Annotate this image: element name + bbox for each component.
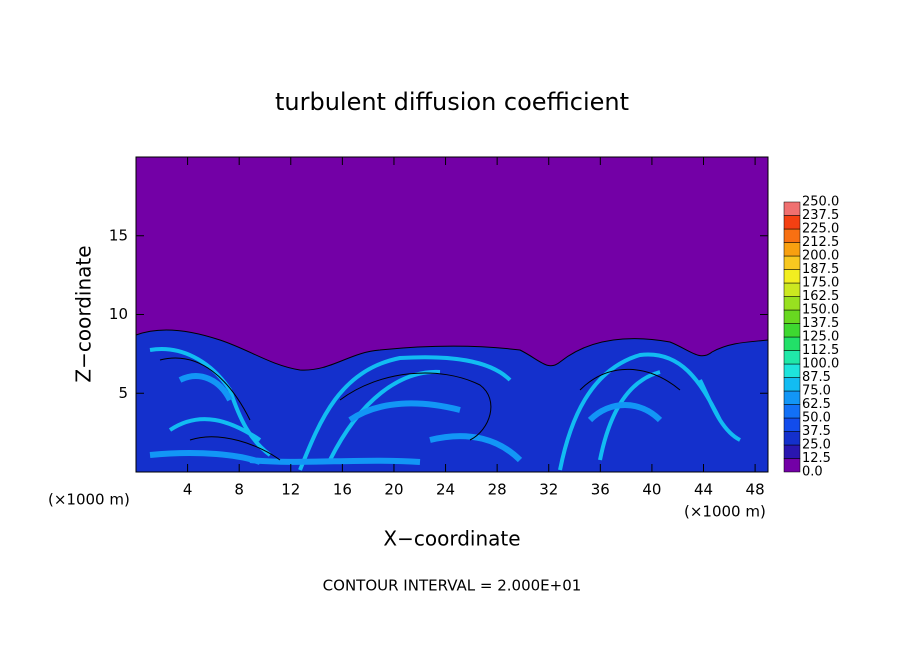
colorbar-label: 75.0: [802, 384, 831, 399]
colorbar-box: [783, 363, 801, 378]
chart-title: turbulent diffusion coefficient: [275, 88, 629, 116]
colorbar-box: [783, 350, 801, 365]
x-tick-label: 24: [436, 481, 455, 499]
colorbar-box: [783, 323, 801, 338]
colorbar-box: [783, 215, 801, 230]
colorbar-label: 25.0: [802, 438, 831, 453]
x-tick-label: 32: [539, 481, 558, 499]
colorbar-label: 187.5: [802, 262, 839, 277]
y-tick-label: 10: [109, 305, 128, 323]
colorbar-box: [783, 201, 801, 216]
y-tick-label: 15: [109, 226, 128, 244]
x-tick-label: 48: [746, 481, 765, 499]
colorbar-label: 250.0: [802, 195, 839, 210]
x-tick-label: 12: [281, 481, 300, 499]
colorbar-label: 50.0: [802, 411, 831, 426]
colorbar-box: [783, 296, 801, 311]
contour-line: [135, 329, 769, 461]
colorbar-label: 150.0: [802, 303, 839, 318]
colorbar-label: 62.5: [802, 397, 831, 412]
colorbar-label: 37.5: [802, 424, 831, 439]
colorbar-box: [783, 444, 801, 459]
footer-note: CONTOUR INTERVAL = 2.000E+01: [323, 577, 582, 595]
colorbar-label: 137.5: [802, 316, 839, 331]
x-tick-label: 40: [642, 481, 661, 499]
x-tick-label: 36: [591, 481, 610, 499]
y-unit: (×1000 m): [48, 491, 130, 509]
colorbar-box: [783, 390, 801, 405]
colorbar-box: [783, 336, 801, 351]
y-axis-label: Z−coordinate: [72, 245, 96, 382]
colorbar-box: [783, 309, 801, 324]
x-unit: (×1000 m): [684, 503, 766, 521]
turbulent-layer: [136, 329, 768, 472]
colorbar-box: [783, 228, 801, 243]
colorbar-label: 237.5: [802, 208, 839, 223]
colorbar-box: [783, 458, 801, 473]
colorbar-box: [783, 242, 801, 257]
field-streak: [149, 373, 663, 465]
colorbar-box: [783, 377, 801, 392]
colorbar-label: 175.0: [802, 276, 839, 291]
x-tick-label: 8: [234, 481, 244, 499]
colorbar-label: 162.5: [802, 289, 839, 304]
colorbar-label: 225.0: [802, 222, 839, 237]
colorbar-label: 200.0: [802, 249, 839, 264]
colorbar-label: 212.5: [802, 235, 839, 250]
colorbar-box: [783, 255, 801, 270]
colorbar-box: [783, 269, 801, 284]
x-tick-label: 28: [488, 481, 507, 499]
field-streak: [149, 347, 742, 471]
colorbar-box: [783, 282, 801, 297]
x-tick-label: 4: [183, 481, 193, 499]
colorbar-label: 12.5: [802, 451, 831, 466]
colorbar-box: [783, 417, 801, 432]
y-tick-label: 5: [118, 384, 128, 402]
colorbar-label: 0.0: [802, 465, 823, 480]
colorbar-label: 125.0: [802, 330, 839, 345]
x-axis-label: X−coordinate: [383, 527, 520, 551]
plot-area: [135, 156, 769, 473]
colorbar-box: [783, 404, 801, 419]
colorbar-box: [783, 431, 801, 446]
x-tick-label: 16: [333, 481, 352, 499]
x-tick-label: 20: [384, 481, 403, 499]
colorbar-label: 87.5: [802, 370, 831, 385]
x-tick-label: 44: [694, 481, 713, 499]
colorbar-label: 100.0: [802, 357, 839, 372]
colorbar-label: 112.5: [802, 343, 839, 358]
